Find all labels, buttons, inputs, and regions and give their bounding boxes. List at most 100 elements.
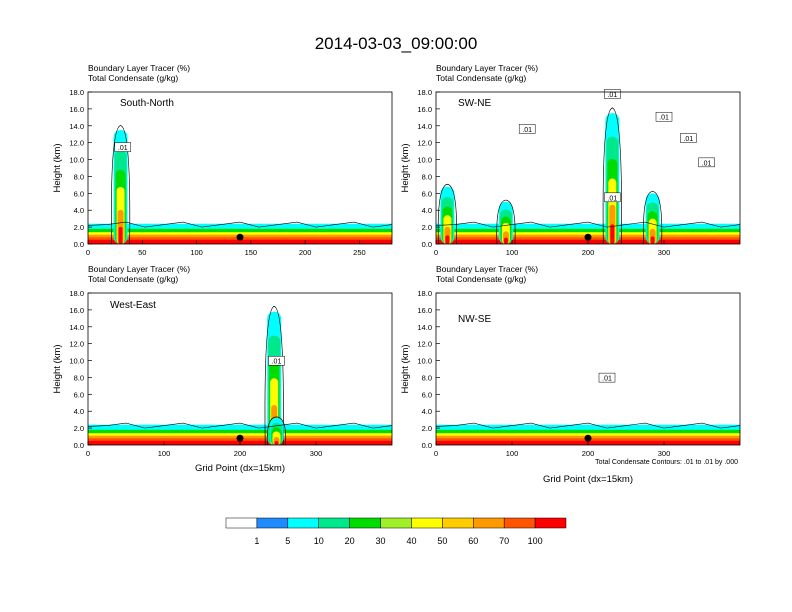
- y-tick-label: 4.0: [422, 407, 432, 416]
- y-tick-label: 0.0: [74, 240, 84, 249]
- point-marker: [584, 434, 592, 442]
- colorbar-label: 50: [437, 536, 447, 546]
- colorbar-swatch: [534, 517, 567, 529]
- y-tick-label: 2.0: [422, 424, 432, 433]
- panel-label-tracer: Boundary Layer Tracer (%): [88, 264, 190, 274]
- condensate-contour: [643, 190, 663, 245]
- y-tick-label: 4.0: [422, 206, 432, 215]
- x-tick-label: 200: [234, 449, 247, 458]
- y-tick-label: 2.0: [74, 424, 84, 433]
- panel-west-east: Boundary Layer Tracer (%) Total Condensa…: [52, 264, 393, 474]
- panel-label-condensate: Total Condensate (g/kg): [88, 274, 178, 284]
- y-tick-label: 14.0: [417, 323, 432, 332]
- condensate-contour: [110, 125, 131, 245]
- y-tick-label: 18.0: [69, 88, 84, 97]
- y-tick-label: 10.0: [417, 156, 432, 165]
- tracer-band: [88, 239, 392, 244]
- y-tick-label: 0.0: [422, 441, 432, 450]
- x-tick-label: 0: [434, 248, 438, 257]
- panel-label-tracer: Boundary Layer Tracer (%): [436, 264, 538, 274]
- plot-area: .01: [87, 305, 393, 446]
- contour-label: .01: [607, 195, 617, 202]
- figure-title: 2014-03-03_09:00:00: [315, 34, 478, 53]
- y-tick-label: 18.0: [417, 88, 432, 97]
- condensate-contour: [87, 221, 393, 228]
- colorbar-swatch: [256, 517, 289, 529]
- condensate-contour: [87, 422, 393, 429]
- y-tick-label: 16.0: [417, 105, 432, 114]
- panel-label-condensate: Total Condensate (g/kg): [436, 73, 526, 83]
- panel-label-condensate: Total Condensate (g/kg): [88, 73, 178, 83]
- y-tick-label: 12.0: [417, 139, 432, 148]
- contour-label-box: [518, 124, 536, 134]
- contour-label: .01: [522, 127, 532, 134]
- y-tick-label: 8.0: [422, 373, 432, 382]
- contour-label-box: [655, 111, 673, 122]
- contour-label: .01: [683, 136, 693, 143]
- x-axis-label: Grid Point (dx=15km): [195, 463, 285, 474]
- colorbar-swatch: [349, 517, 381, 529]
- contour-label-box: [114, 142, 131, 152]
- plot-area: .01: [435, 372, 741, 445]
- y-tick-label: 14.0: [69, 323, 84, 332]
- condensate-contour: [602, 107, 622, 245]
- y-tick-label: 0.0: [422, 240, 432, 249]
- contour-label: .01: [272, 359, 282, 366]
- y-tick-label: 8.0: [422, 172, 432, 181]
- y-tick-label: 4.0: [74, 206, 84, 215]
- colorbar-swatch: [287, 517, 319, 529]
- contour-label: .01: [602, 376, 612, 383]
- panel-name: West-East: [110, 300, 156, 311]
- plot-frame: [435, 91, 741, 245]
- y-tick-label: 6.0: [422, 390, 432, 399]
- colorbar-label: 30: [376, 536, 386, 546]
- y-tick-label: 8.0: [74, 373, 84, 382]
- panel-name: NW-SE: [458, 314, 491, 325]
- x-tick-label: 200: [299, 248, 312, 257]
- condensate-contour: [264, 305, 284, 446]
- x-tick-label: 0: [86, 449, 90, 458]
- tracer-plume: [274, 440, 279, 445]
- y-tick-label: 16.0: [417, 306, 432, 315]
- colorbar-swatch: [380, 517, 412, 529]
- y-tick-label: 10.0: [417, 357, 432, 366]
- contour-label-box: [268, 355, 285, 366]
- x-tick-label: 200: [582, 449, 595, 458]
- contour-note: Total Condensate Contours: .01 to .01 by…: [595, 459, 738, 466]
- panel-name: SW-NE: [458, 98, 491, 109]
- panel-label-tracer: Boundary Layer Tracer (%): [436, 63, 538, 73]
- colorbar-swatch: [225, 517, 258, 529]
- colorbar-label: 60: [468, 536, 478, 546]
- colorbar-label: 70: [499, 536, 509, 546]
- y-tick-label: 14.0: [69, 122, 84, 131]
- panel-name: South-North: [120, 98, 174, 109]
- x-tick-label: 100: [190, 248, 203, 257]
- contour-label: .01: [607, 92, 617, 99]
- y-tick-label: 6.0: [74, 189, 84, 198]
- y-tick-label: 16.0: [69, 105, 84, 114]
- contour-label: .01: [118, 145, 128, 152]
- y-tick-label: 6.0: [74, 390, 84, 399]
- x-tick-label: 100: [506, 248, 519, 257]
- y-tick-label: 4.0: [74, 407, 84, 416]
- condensate-contour: [435, 221, 741, 228]
- point-marker: [584, 233, 592, 241]
- y-axis-label: Height (km): [52, 143, 63, 192]
- y-tick-label: 16.0: [69, 306, 84, 315]
- contour-label: .01: [659, 115, 669, 122]
- plot-area: .01: [87, 125, 393, 245]
- condensate-contour: [437, 183, 457, 245]
- plot-frame: [87, 292, 393, 446]
- plot-frame: [87, 91, 393, 245]
- colorbar-swatch: [318, 517, 350, 529]
- contour-label: .01: [702, 160, 712, 167]
- x-tick-label: 200: [582, 248, 595, 257]
- y-tick-label: 2.0: [422, 223, 432, 232]
- x-tick-label: 300: [658, 248, 671, 257]
- colorbar-label: 1: [254, 536, 259, 546]
- contour-label-box: [604, 192, 621, 203]
- y-tick-label: 6.0: [422, 189, 432, 198]
- colorbar-swatch: [442, 517, 474, 529]
- contour-label-box: [598, 372, 616, 383]
